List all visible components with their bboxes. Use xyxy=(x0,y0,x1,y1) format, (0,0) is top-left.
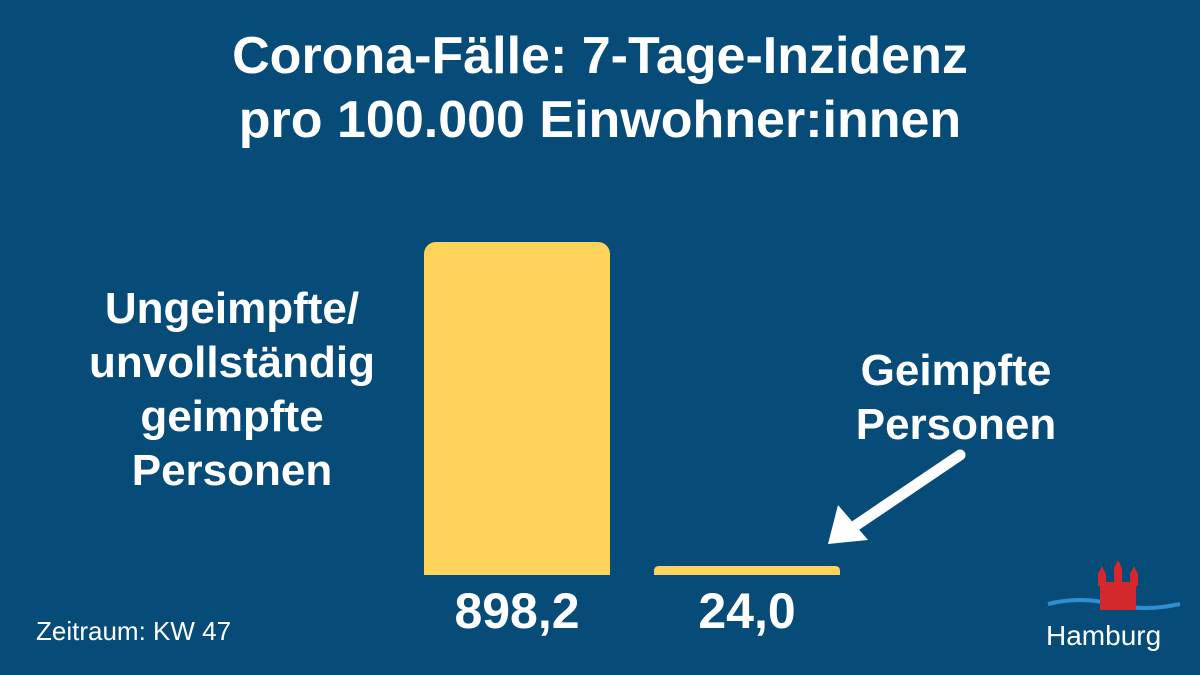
footnote: Zeitraum: KW 47 xyxy=(36,616,232,646)
logo-castle xyxy=(1098,560,1138,610)
value-label: 898,2 xyxy=(454,583,580,639)
bar xyxy=(424,242,610,575)
logo-text: Hamburg xyxy=(1046,620,1162,651)
arrow-head xyxy=(828,505,868,544)
arrow-shaft xyxy=(846,449,966,534)
title-block: Corona-Fälle: 7-Tage-Inzidenz pro 100.00… xyxy=(0,24,1200,152)
category-label: Geimpfte Personen xyxy=(855,346,1057,449)
value-label: 24,0 xyxy=(698,583,796,639)
chart-subtitle: pro 100.000 Einwohner:innen xyxy=(238,91,962,149)
chart-title: Corona-Fälle: 7-Tage-Inzidenz xyxy=(232,27,968,85)
bar xyxy=(654,566,840,575)
category-label: Ungeimpfte/ unvollständig geimpfte Perso… xyxy=(89,284,375,495)
